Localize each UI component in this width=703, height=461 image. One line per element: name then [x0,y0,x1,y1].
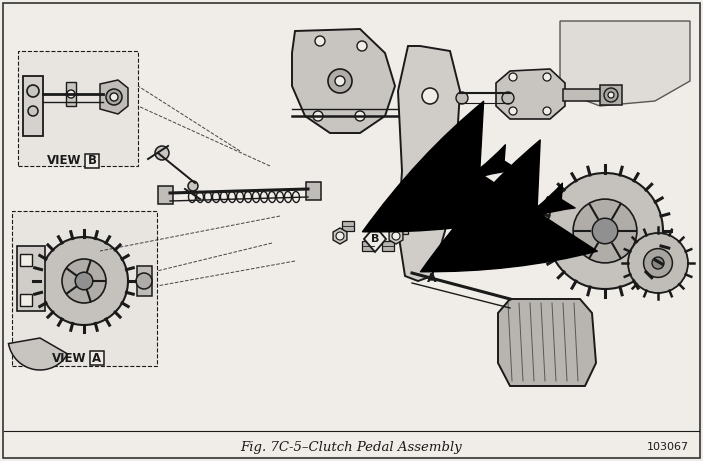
Circle shape [315,36,325,46]
Circle shape [592,218,618,244]
Bar [90,351,104,365]
Circle shape [75,272,93,290]
Circle shape [392,232,400,240]
Wedge shape [8,338,67,370]
Polygon shape [496,69,565,119]
Circle shape [136,273,152,289]
Circle shape [573,199,637,263]
Circle shape [188,181,198,191]
Bar [20,254,32,266]
Text: 103067: 103067 [647,442,689,452]
Circle shape [644,248,672,278]
Circle shape [652,257,664,269]
Circle shape [543,107,551,115]
Circle shape [357,41,367,51]
Polygon shape [17,246,45,311]
Bar [85,154,99,168]
Polygon shape [398,46,460,281]
Bar [66,82,76,106]
Bar [158,186,173,204]
Bar [306,182,321,200]
Polygon shape [100,80,128,114]
Text: B: B [370,234,379,244]
Text: B: B [87,154,96,167]
Circle shape [509,73,517,81]
Text: A: A [92,351,101,365]
Circle shape [456,92,468,104]
Bar [362,241,374,251]
Bar [20,294,32,306]
Circle shape [336,232,344,240]
Bar [18,51,138,166]
Bar [23,76,43,136]
Circle shape [62,259,106,303]
Circle shape [313,111,323,121]
Bar [396,224,408,234]
Circle shape [608,92,614,98]
Circle shape [328,69,352,93]
Circle shape [547,173,663,289]
Polygon shape [498,299,596,386]
Text: Fig. 7C-5–Clutch Pedal Assembly: Fig. 7C-5–Clutch Pedal Assembly [240,441,462,454]
Circle shape [422,88,438,104]
Circle shape [28,106,38,116]
Circle shape [106,89,122,105]
Circle shape [355,111,365,121]
Circle shape [110,93,118,101]
Bar [12,211,157,366]
Circle shape [509,107,517,115]
Text: VIEW: VIEW [51,351,86,365]
Circle shape [155,146,169,160]
Bar [342,221,354,231]
Bar [137,266,152,296]
Polygon shape [364,226,386,252]
Circle shape [335,76,345,86]
Polygon shape [560,21,690,106]
Polygon shape [292,29,395,133]
FancyBboxPatch shape [3,3,700,458]
Circle shape [40,237,128,325]
Circle shape [27,85,39,97]
Circle shape [543,73,551,81]
Circle shape [502,92,514,104]
Circle shape [628,233,688,293]
Text: A: A [427,272,437,285]
Circle shape [67,90,75,98]
Bar [563,89,608,101]
Bar [382,241,394,251]
Text: VIEW: VIEW [46,154,81,167]
Circle shape [604,88,618,102]
Bar [600,85,622,105]
